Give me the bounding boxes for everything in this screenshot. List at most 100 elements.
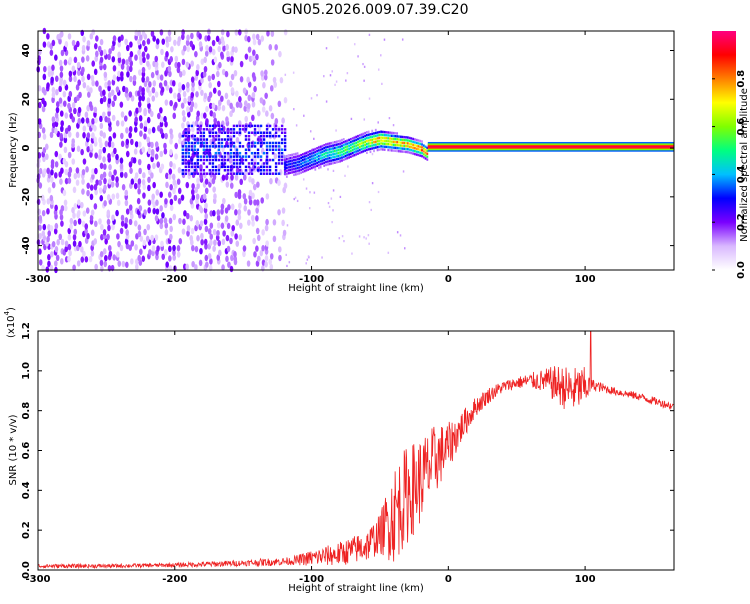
heatmap-cell: [377, 190, 380, 194]
heatmap-cell: [185, 263, 189, 270]
heatmap-cell: [250, 131, 254, 134]
heatmap-cell: [300, 156, 302, 160]
heatmap-cell: [365, 142, 368, 146]
heatmap-cell: [235, 155, 239, 158]
heatmap-cell: [280, 148, 284, 152]
heatmap-cell: [278, 246, 282, 253]
heatmap-cell: [111, 100, 116, 108]
heatmap-cell: [113, 169, 117, 176]
heatmap-cell: [417, 150, 420, 154]
heatmap-cell: [271, 172, 275, 175]
heatmap-cell: [274, 145, 278, 148]
heatmap-cell: [46, 33, 50, 40]
heatmap-cell: [367, 130, 370, 134]
heatmap-cell: [224, 70, 229, 78]
heatmap-cell: [242, 250, 246, 258]
heatmap-cell: [223, 151, 227, 155]
heatmap-cell: [178, 82, 182, 89]
heatmap-cell: [252, 183, 257, 191]
heatmap-cell: [230, 174, 234, 181]
heatmap-cell: [287, 166, 290, 169]
heatmap-cell: [321, 156, 324, 159]
heatmap-cell: [295, 124, 298, 127]
heatmap-cell: [341, 159, 343, 162]
heatmap-cell: [182, 69, 186, 76]
heatmap-cell: [346, 139, 349, 142]
heatmap-cell: [214, 145, 218, 148]
y-tick-label: 0.4: [21, 481, 32, 499]
heatmap-cell: [154, 215, 159, 222]
heatmap-cell: [211, 145, 215, 148]
heatmap-cell: [154, 91, 159, 98]
heatmap-cell: [232, 155, 236, 158]
snr-frame: [37, 330, 675, 571]
heatmap-cell: [100, 234, 104, 241]
heatmap-cell: [328, 142, 331, 145]
heatmap-cell: [247, 162, 251, 165]
heatmap-cell: [274, 141, 278, 145]
heatmap-cell: [135, 258, 139, 265]
heatmap-cell: [376, 148, 379, 152]
heatmap-cell: [71, 102, 76, 109]
heatmap-cell: [165, 261, 169, 268]
heatmap-cell: [242, 245, 247, 252]
heatmap-cell: [412, 152, 415, 155]
heatmap-cell: [143, 125, 148, 133]
heatmap-cell: [337, 140, 340, 143]
heatmap-cell: [133, 148, 138, 155]
heatmap-cell: [107, 80, 111, 87]
heatmap-cell: [80, 201, 84, 209]
heatmap-cell: [259, 97, 264, 104]
heatmap-cell: [247, 145, 251, 148]
heatmap-cell: [72, 233, 77, 241]
heatmap-cell: [216, 209, 221, 216]
heatmap-cell: [132, 79, 137, 86]
heatmap-cell: [337, 143, 340, 146]
heatmap-cell: [367, 234, 370, 237]
heatmap-cell: [371, 129, 374, 133]
heatmap-cell: [193, 165, 197, 169]
heatmap-cell: [332, 169, 335, 173]
heatmap-cell: [178, 86, 182, 94]
heatmap-cell: [373, 140, 375, 144]
heatmap-cell: [349, 146, 352, 150]
heatmap-cell: [238, 155, 242, 158]
heatmap-cell: [225, 181, 230, 188]
heatmap-cell: [232, 165, 236, 169]
heatmap-cell: [72, 186, 77, 194]
heatmap-cell: [285, 163, 288, 167]
heatmap-cell: [203, 238, 208, 246]
heatmap-cell: [241, 162, 245, 165]
heatmap-cell: [226, 99, 231, 106]
heatmap-cell: [113, 147, 117, 155]
heatmap-cell: [62, 158, 67, 165]
heatmap-cell: [111, 56, 116, 63]
heatmap-cell: [150, 172, 154, 179]
heatmap-cell: [374, 140, 377, 143]
heatmap-cell: [389, 137, 391, 140]
heatmap-cell: [272, 133, 277, 140]
heatmap-cell: [89, 87, 93, 94]
heatmap-cell: [106, 117, 111, 124]
heatmap-cell: [381, 148, 384, 151]
heatmap-cell: [59, 132, 63, 140]
heatmap-cell: [221, 68, 226, 76]
heatmap-cell: [176, 245, 181, 252]
heatmap-cell: [73, 107, 77, 115]
heatmap-cell: [163, 249, 168, 256]
heatmap-cell: [284, 73, 287, 76]
heatmap-cell: [226, 245, 231, 253]
heatmap-cell: [93, 136, 98, 143]
heatmap-cell: [312, 163, 315, 166]
heatmap-cell: [181, 134, 185, 138]
heatmap-cell: [277, 128, 281, 131]
heatmap-cell: [77, 79, 81, 86]
heatmap-cell: [102, 63, 107, 71]
heatmap-cell: [191, 126, 195, 133]
heatmap-cell: [339, 160, 342, 163]
heatmap-cell: [76, 40, 80, 48]
heatmap-cell: [239, 222, 243, 229]
heatmap-cell: [169, 198, 174, 206]
heatmap-cell: [358, 235, 361, 238]
heatmap-cell: [273, 152, 278, 160]
